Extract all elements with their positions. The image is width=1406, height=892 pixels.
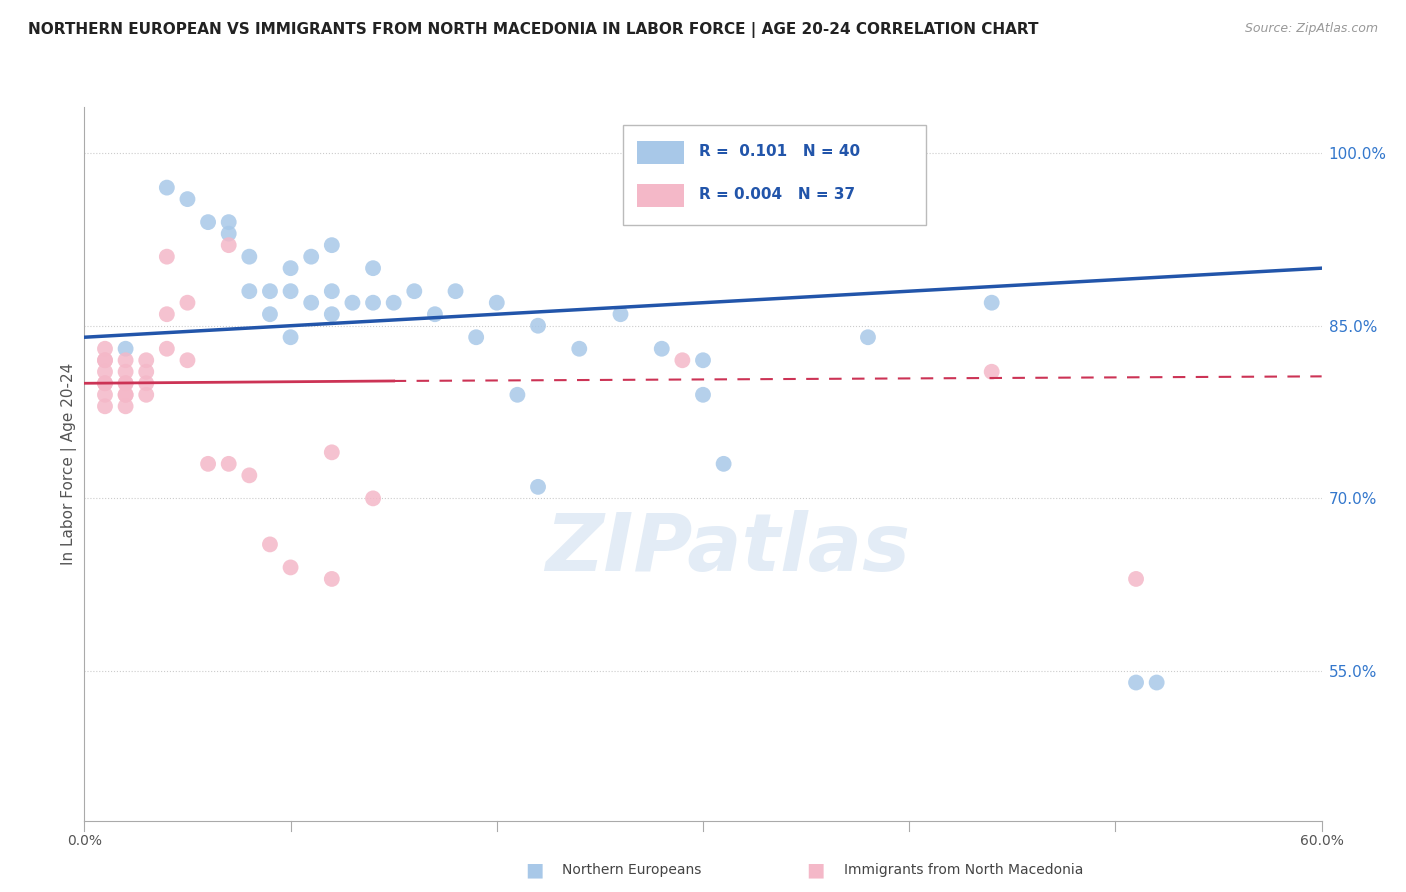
Point <box>527 480 550 494</box>
Point <box>114 353 136 368</box>
Point <box>94 376 117 391</box>
Text: NORTHERN EUROPEAN VS IMMIGRANTS FROM NORTH MACEDONIA IN LABOR FORCE | AGE 20-24 : NORTHERN EUROPEAN VS IMMIGRANTS FROM NOR… <box>28 22 1039 38</box>
Text: R =  0.101   N = 40: R = 0.101 N = 40 <box>699 145 860 160</box>
Point <box>259 284 281 298</box>
Point <box>114 399 136 413</box>
Point <box>238 284 260 298</box>
Point <box>404 284 426 298</box>
Point <box>342 295 364 310</box>
Point <box>156 307 179 321</box>
Text: Immigrants from North Macedonia: Immigrants from North Macedonia <box>844 863 1083 877</box>
Bar <box>637 141 685 164</box>
Point <box>94 342 117 356</box>
Point <box>94 388 117 402</box>
Point <box>361 491 384 506</box>
Point <box>135 353 157 368</box>
Point <box>176 353 198 368</box>
Point <box>321 238 343 252</box>
Point <box>1146 675 1168 690</box>
Point <box>651 342 673 356</box>
Point <box>94 365 117 379</box>
Text: ■: ■ <box>806 860 825 880</box>
Point <box>527 318 550 333</box>
Text: 60.0%: 60.0% <box>1299 834 1344 848</box>
Point <box>609 307 631 321</box>
Point <box>218 215 240 229</box>
Text: R = 0.004   N = 37: R = 0.004 N = 37 <box>699 187 855 202</box>
Point <box>238 468 260 483</box>
Point <box>465 330 488 344</box>
Y-axis label: In Labor Force | Age 20-24: In Labor Force | Age 20-24 <box>62 363 77 565</box>
Point <box>321 284 343 298</box>
Point <box>218 227 240 241</box>
Point <box>197 457 219 471</box>
Point <box>259 537 281 551</box>
Point <box>1125 572 1147 586</box>
Point <box>671 353 693 368</box>
FancyBboxPatch shape <box>623 125 925 225</box>
Point <box>361 261 384 276</box>
Point <box>361 295 384 310</box>
Point <box>156 342 179 356</box>
Text: 0.0%: 0.0% <box>67 834 101 848</box>
Point <box>218 457 240 471</box>
Point <box>280 261 302 276</box>
Point <box>280 284 302 298</box>
Point <box>176 295 198 310</box>
Point <box>382 295 405 310</box>
Point <box>156 180 179 194</box>
Point <box>218 238 240 252</box>
Point <box>176 192 198 206</box>
Point <box>114 342 136 356</box>
Point <box>321 445 343 459</box>
Point <box>94 353 117 368</box>
Text: Source: ZipAtlas.com: Source: ZipAtlas.com <box>1244 22 1378 36</box>
Point <box>280 330 302 344</box>
Point <box>94 376 117 391</box>
Point <box>114 376 136 391</box>
Point <box>444 284 467 298</box>
Point <box>321 572 343 586</box>
Point <box>114 365 136 379</box>
Point <box>94 399 117 413</box>
Point <box>692 353 714 368</box>
Point <box>980 365 1002 379</box>
Point <box>713 457 735 471</box>
Point <box>114 388 136 402</box>
Point <box>321 307 343 321</box>
Point <box>280 560 302 574</box>
Point <box>299 295 322 310</box>
Point <box>114 376 136 391</box>
Point <box>114 388 136 402</box>
Point <box>156 250 179 264</box>
Text: Northern Europeans: Northern Europeans <box>562 863 702 877</box>
Point <box>135 376 157 391</box>
Point <box>856 330 879 344</box>
Point <box>135 388 157 402</box>
Bar <box>637 184 685 207</box>
Point <box>423 307 446 321</box>
Point <box>568 342 591 356</box>
Point <box>238 250 260 264</box>
Point <box>197 215 219 229</box>
Point <box>485 295 508 310</box>
Point <box>692 388 714 402</box>
Point <box>135 365 157 379</box>
Point <box>259 307 281 321</box>
Point <box>1125 675 1147 690</box>
Point <box>980 295 1002 310</box>
Point <box>299 250 322 264</box>
Text: ■: ■ <box>524 860 544 880</box>
Point <box>94 353 117 368</box>
Text: ZIPatlas: ZIPatlas <box>546 510 910 589</box>
Point <box>506 388 529 402</box>
